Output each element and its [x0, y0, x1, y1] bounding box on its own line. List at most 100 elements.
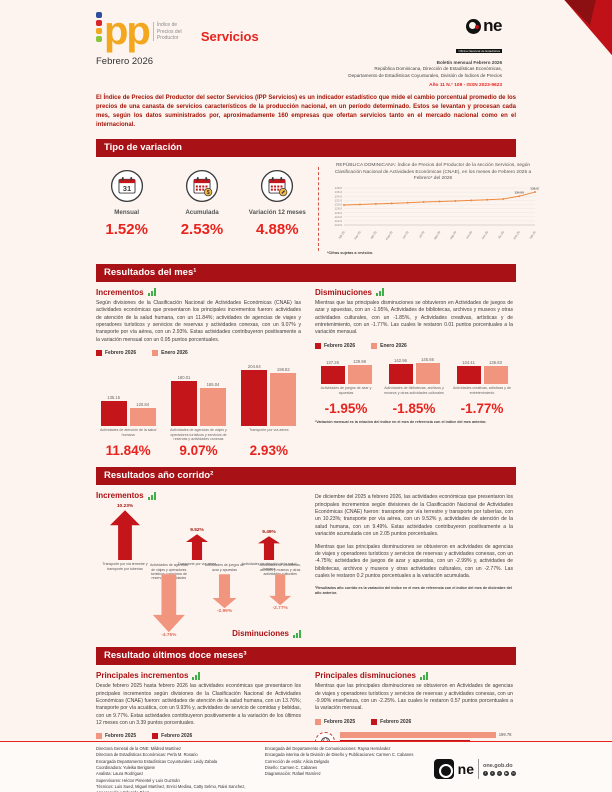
one-logo-text: ne — [483, 16, 502, 35]
bar — [388, 363, 413, 385]
incrementos-label: Incrementos — [96, 491, 144, 501]
bar-value-label: 137.26 — [326, 359, 339, 365]
credit-line: Técnicos: Luis Sued, Miguel Martínez, En… — [96, 784, 246, 792]
dashed-divider — [318, 167, 319, 251]
svg-text:138.0: 138.0 — [334, 186, 342, 190]
bar — [347, 364, 372, 385]
bar-value-label: 204.64 — [247, 364, 261, 370]
bar-wrap: 198.82 — [270, 366, 297, 427]
svg-text:124.0: 124.0 — [334, 215, 342, 219]
svg-text:$: $ — [207, 191, 210, 197]
linkedin-icon[interactable]: in — [511, 770, 516, 776]
divider — [478, 759, 479, 779]
bulletin-info: Boletín mensual Febrero 2026 República D… — [348, 60, 502, 80]
credit-line: Analista: Laura Rodríguez — [96, 771, 144, 777]
footer-one-logo: ne one.gob.do f x o ▶ in — [433, 746, 516, 792]
disminuciones-heading: Disminuciones — [232, 629, 301, 638]
social-icons: f x o ▶ in — [483, 770, 516, 776]
bulletin-line: República Dominicana, Dirección de Estad… — [374, 66, 502, 72]
variation-label: Variación 12 meses — [248, 209, 306, 217]
one-logo-icon — [433, 759, 454, 779]
up-arrow — [186, 534, 208, 561]
incrementos-heading: Incrementos — [96, 288, 301, 297]
bar — [100, 401, 127, 427]
incrementos-text: Según divisiones de la Clasificación Nac… — [96, 299, 301, 343]
svg-text:jul-25: jul-25 — [417, 230, 425, 239]
legend-item-2026: Febrero 2026 — [152, 733, 192, 740]
svg-text:120.0: 120.0 — [334, 223, 342, 227]
principales-disminuciones-label: Principales disminuciones — [315, 671, 416, 681]
section-title-ano-corrido: Resultados año corrido² — [96, 467, 516, 486]
bar — [270, 372, 297, 427]
bar-group: 137.26 139.98 Actividades de juegos de aza… — [315, 359, 377, 417]
svg-text:134.00: 134.00 — [514, 191, 524, 195]
bar-wrap: 180.01 — [170, 375, 197, 427]
bar-group: 134.41 136.83 Actividades creativas, artís… — [451, 360, 513, 417]
bar-group: 180.01 165.04 Actividades de agencias de v… — [166, 375, 230, 458]
arrow-category-label: Actividades de atención de la salud huma… — [241, 562, 297, 571]
credit-line: Encargada del Departamento de Comunicaci… — [264, 746, 391, 751]
bar — [129, 407, 156, 427]
bar-category-label: Transporte por vía aérea — [249, 428, 289, 433]
bar — [415, 362, 440, 385]
legend-item-2026: Febrero 2026 — [371, 718, 411, 725]
percentage-label: -1.95% — [324, 401, 368, 417]
decrease-arrow-item: Actividades de agencias de viajes y oper… — [148, 561, 190, 638]
down-arrow — [212, 574, 237, 609]
bar-group: 142.96 145.66 Actividades de bibliotecas, … — [383, 357, 445, 417]
youtube-icon[interactable]: ▶ — [504, 770, 509, 776]
svg-text:dic-25: dic-25 — [497, 230, 505, 239]
credit-line: Diseño: Carmen C. Cabanes — [264, 765, 318, 771]
percentage-label: -1.85% — [392, 401, 436, 417]
one-logo: ne — [466, 16, 502, 36]
bar — [456, 366, 481, 385]
legend: Febrero 2025 Febrero 2026 — [315, 718, 513, 725]
svg-text:nov-25: nov-25 — [481, 230, 490, 240]
bar-value-label: 198.82 — [276, 366, 290, 372]
disminuciones-bar-chart: 137.26 139.98 Actividades de juegos de aza… — [315, 357, 513, 417]
svg-text:132.0: 132.0 — [334, 198, 342, 202]
increase-arrow-item: 10.23% Transporte por vía terrestre y tra… — [96, 504, 154, 573]
legend-item-2025: Febrero 2025 — [96, 733, 136, 740]
footer-credits-right: Encargada del Departamento de Comunicaci… — [265, 746, 420, 792]
legend-item-febrero: Febrero 2026 — [315, 342, 355, 349]
index-line-chart: REPÚBLICA DOMINICANA: Índice de Precios … — [327, 163, 540, 255]
svg-text:feb-26: feb-26 — [529, 230, 537, 240]
ipp-logo-text: pp — [104, 9, 151, 53]
svg-text:126.0: 126.0 — [334, 211, 342, 215]
one-website-link[interactable]: one.gob.do — [483, 762, 513, 769]
svg-text:31: 31 — [122, 185, 130, 194]
variation-value: 4.88% — [256, 220, 299, 238]
down-arrow — [152, 574, 185, 633]
twitter-icon[interactable]: x — [490, 770, 495, 776]
decrease-arrow-item: Actividades de juegos de azar y apuestas… — [204, 561, 246, 638]
variation-value: 1.52% — [105, 220, 148, 238]
doce-inc-text: Desde febrero 2025 hasta febrero 2026 la… — [96, 683, 301, 727]
arrow-percentage: 9.52% — [190, 528, 204, 534]
ipp-logo: pp Índice de Precios del Productor — [96, 9, 187, 53]
footnote-mensual: ¹Variación mensual es la relación del ín… — [315, 420, 487, 425]
header-right: ne Oficina Nacional de Estadística Bolet… — [348, 16, 516, 88]
svg-text:mar-25: mar-25 — [353, 230, 362, 240]
arrow-percentage: -2.77% — [272, 606, 288, 612]
svg-text:sep-25: sep-25 — [449, 230, 458, 240]
arrow-category-label: Transporte por vía terrestre y transport… — [102, 562, 148, 571]
corner-ribbon — [554, 0, 612, 60]
svg-text:130.0: 130.0 — [334, 202, 342, 206]
sector-title: Servicios — [200, 29, 259, 44]
ipp-logo-dots — [96, 12, 102, 42]
footnote-ano-corrido: ²Resultados año corrido es la variación … — [315, 585, 512, 595]
calendar-coin-icon: $ — [185, 169, 219, 203]
bar-pair: 137.26 139.98 — [320, 359, 372, 385]
disminuciones-heading: Disminuciones — [315, 288, 513, 297]
line-chart-footnote: *Cifras sujetas a revisión. — [327, 250, 374, 255]
credit-line: Encargada interina de la División de Dis… — [264, 752, 414, 758]
intro-paragraph: El Índice de Precios del Productor del s… — [96, 95, 516, 129]
svg-text:feb-25: feb-25 — [338, 230, 346, 240]
up-arrow — [258, 536, 280, 561]
facebook-icon[interactable]: f — [483, 770, 488, 776]
bar-category-label: Actividades de bibliotecas, archivos y m… — [384, 386, 444, 395]
bar-value-label: 165.04 — [206, 381, 220, 387]
instagram-icon[interactable]: o — [497, 770, 502, 776]
percentage-label: 11.84% — [105, 443, 151, 459]
